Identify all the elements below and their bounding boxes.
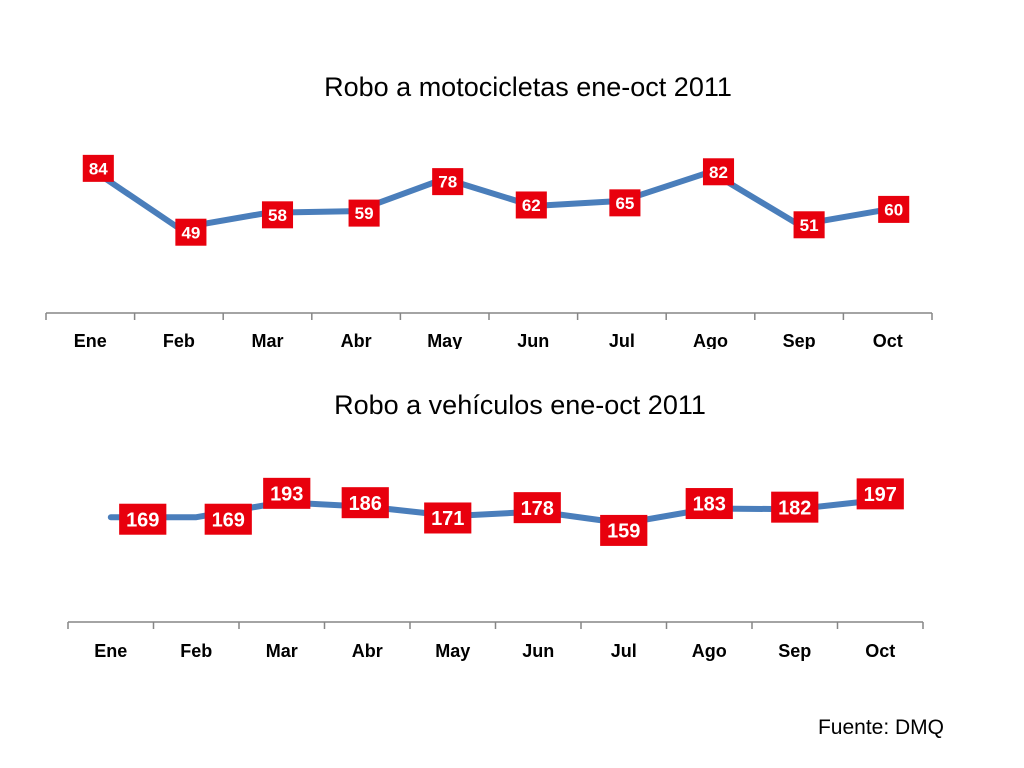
data-label: 82 [709, 163, 728, 182]
data-label: 183 [693, 494, 726, 516]
data-label-box [856, 478, 904, 510]
x-tick-label: Feb [163, 331, 195, 351]
data-label-box [424, 502, 472, 534]
source-note: Fuente: DMQ [817, 716, 944, 739]
x-tick-label: Oct [873, 331, 903, 351]
data-label: 51 [800, 216, 819, 235]
data-label: 62 [522, 196, 541, 215]
data-label: 78 [438, 173, 457, 192]
x-tick-label: Mar [266, 641, 298, 661]
data-label: 65 [615, 194, 634, 213]
x-tick-label: May [435, 641, 470, 661]
data-label-box [515, 191, 547, 219]
data-label-box [685, 488, 733, 520]
data-label: 169 [126, 509, 159, 531]
data-label-box [771, 491, 819, 523]
data-label: 59 [355, 204, 374, 223]
x-tick-label: Ago [692, 641, 727, 661]
data-label-box [600, 514, 648, 546]
data-label-box [263, 477, 311, 509]
x-tick-label: Jul [611, 641, 637, 661]
data-label-box [204, 503, 252, 535]
data-label: 49 [181, 223, 200, 242]
data-label: 193 [270, 484, 303, 506]
data-label: 171 [431, 508, 464, 530]
x-tick-label: Jun [517, 331, 549, 351]
data-label: 169 [212, 509, 245, 531]
data-label-box [793, 211, 825, 239]
data-label: 60 [884, 201, 903, 220]
data-label: 84 [89, 159, 108, 178]
x-tick-label: Ene [74, 331, 107, 351]
data-label: 178 [521, 498, 554, 520]
series-line [87, 165, 891, 232]
x-tick-label: Ago [693, 331, 728, 351]
x-tick-label: Ene [94, 641, 127, 661]
data-label-box [513, 492, 561, 524]
data-label: 182 [778, 497, 811, 519]
x-tick-label: Sep [778, 641, 811, 661]
data-label-box [175, 218, 207, 246]
data-label-box [82, 154, 114, 182]
x-tick-label: Abr [352, 641, 383, 661]
x-tick-label: Sep [783, 331, 816, 351]
data-label-box [432, 168, 464, 196]
data-label-box [119, 503, 167, 535]
data-label-box [609, 189, 641, 217]
x-tick-label: Mar [251, 331, 283, 351]
x-tick-label: Jul [609, 331, 635, 351]
data-label: 58 [268, 206, 287, 225]
data-label: 186 [349, 493, 382, 515]
x-tick-label: May [427, 331, 462, 351]
data-label-box [348, 199, 380, 227]
data-label-box [878, 195, 910, 223]
data-label-box [341, 487, 389, 519]
x-tick-label: Abr [341, 331, 372, 351]
chart-title-motocicletas: Robo a motocicletas ene-oct 2011 [324, 72, 732, 102]
data-label: 197 [864, 484, 897, 506]
x-tick-label: Feb [180, 641, 212, 661]
data-label-box [261, 201, 294, 229]
data-label-box [702, 158, 735, 186]
x-tick-label: Oct [865, 641, 895, 661]
data-label: 159 [607, 521, 640, 543]
chart-title-vehiculos: Robo a vehículos ene-oct 2011 [334, 390, 706, 420]
x-tick-label: Jun [522, 641, 554, 661]
